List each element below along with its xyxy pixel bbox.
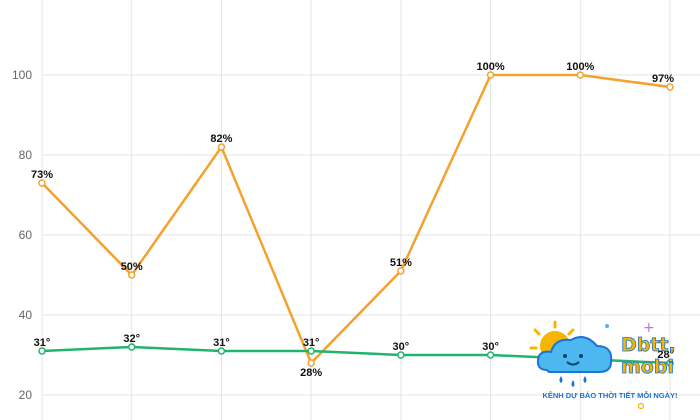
- svg-text:mobi: mobi: [621, 356, 674, 378]
- svg-text:Dbtt.: Dbtt.: [621, 334, 676, 356]
- data-point: [486, 71, 495, 79]
- y-tick-label: 100: [12, 68, 32, 82]
- series-line-0: [41, 73, 671, 365]
- data-point: [486, 351, 495, 359]
- data-point: [307, 359, 315, 367]
- y-tick-label: 80: [19, 148, 33, 162]
- data-point: [666, 359, 674, 367]
- y-tick-label: 40: [19, 308, 33, 322]
- cloud-sun-icon: + Dbtt. mobi: [529, 320, 676, 410]
- svg-text:+: +: [643, 320, 655, 336]
- data-point: [127, 343, 136, 351]
- data-point: [397, 351, 405, 359]
- data-label: 51%: [390, 257, 412, 269]
- data-label: 100%: [477, 61, 505, 73]
- data-point: [397, 267, 405, 275]
- data-point: [38, 347, 46, 355]
- data-point: [576, 71, 585, 79]
- logo-tagline: KÊNH DỰ BÁO THỜI TIẾT MỖI NGÀY!: [542, 391, 678, 400]
- data-point: [666, 83, 674, 91]
- data-point: [127, 271, 136, 279]
- data-label: 31°: [303, 337, 320, 349]
- data-label: 28°: [657, 349, 674, 361]
- data-point: [217, 143, 226, 151]
- data-label: 100%: [566, 61, 594, 73]
- y-tick-label: 20: [19, 388, 33, 402]
- data-label: 50%: [121, 261, 143, 273]
- data-label: 30°: [393, 341, 410, 353]
- data-label: 30°: [482, 341, 499, 353]
- data-label: 32°: [123, 333, 140, 345]
- data-point: [307, 347, 315, 355]
- data-point: [217, 347, 226, 355]
- data-label: 31°: [213, 337, 230, 349]
- data-label: 31°: [34, 337, 51, 349]
- data-label: 82%: [210, 133, 232, 145]
- data-label: 28%: [300, 367, 322, 379]
- data-label: 97%: [652, 73, 674, 85]
- watermark-logo: + Dbtt. mobi KÊNH DỰ BÁO THỜI TIẾT MỖI N…: [525, 318, 695, 412]
- data-label: 73%: [31, 169, 53, 181]
- data-point: [38, 179, 46, 187]
- y-tick-label: 60: [19, 228, 33, 242]
